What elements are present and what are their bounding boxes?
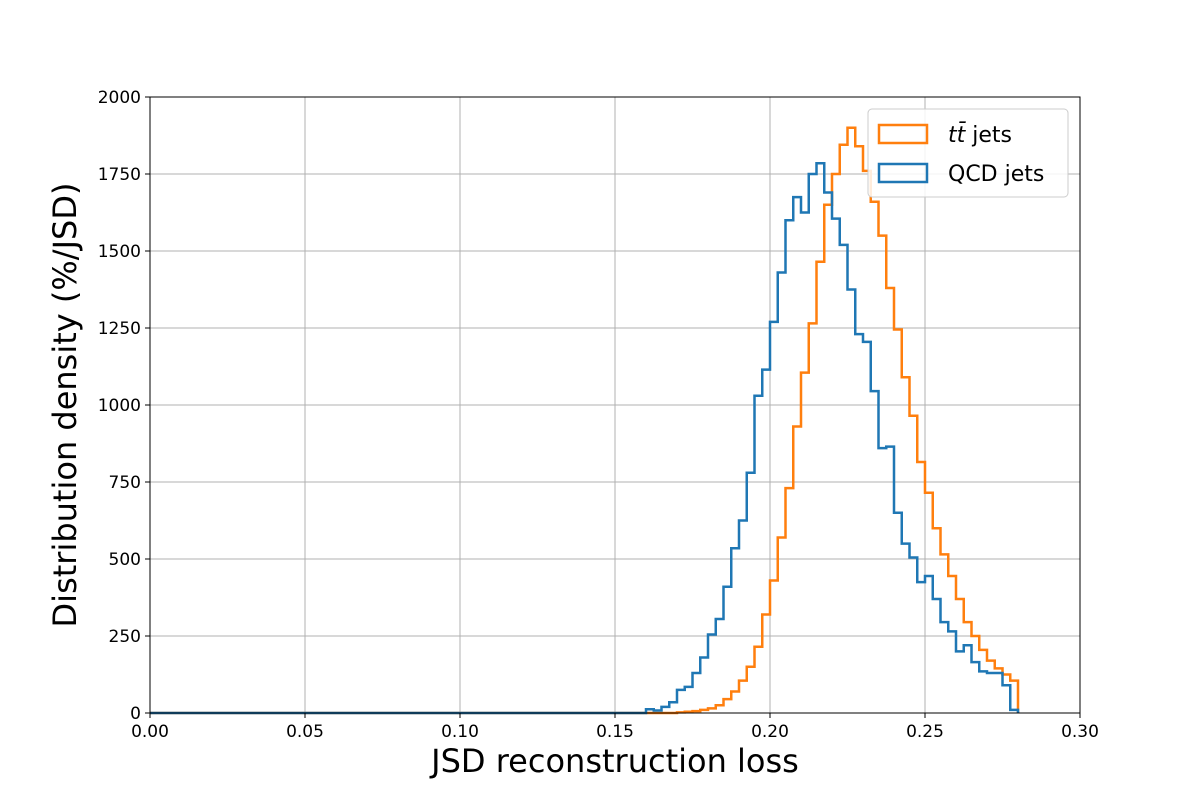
x-tick-label: 0.20 [751,722,789,742]
legend: tt̄ jets QCD jets [867,108,1069,198]
x-axis-label: JSD reconstruction loss [429,742,799,780]
legend-entry-main: tt̄ [948,122,967,148]
series-1-histogram [150,161,1020,715]
legend-box [867,108,1069,198]
grid [149,96,1081,714]
legend-swatch [877,162,929,184]
series-0-histogram [150,126,1020,715]
y-tick-label: 1250 [98,319,141,339]
x-tick-label: 0.00 [131,722,169,742]
x-tick-label: 0.25 [906,722,944,742]
y-tick-label: 750 [109,473,141,493]
y-tick-label: 1750 [98,165,141,185]
legend-entry-suffix: jets [965,123,1012,148]
legend-swatch [877,123,929,145]
y-tick-label: 1000 [98,396,141,416]
legend-entry: QCD jets [948,162,1044,187]
y-tick-label: 1500 [98,242,141,262]
y-tick-label: 2000 [98,88,141,108]
y-tick-label: 0 [130,704,141,724]
x-tick-label: 0.15 [596,722,634,742]
x-tick-label: 0.05 [286,722,324,742]
legend-entry: tt̄ jets [948,122,1012,148]
y-tick-label: 500 [109,550,141,570]
series-layer [150,126,1020,715]
x-tick-label: 0.10 [441,722,479,742]
x-axis-ticks: 0.00 0.05 0.10 0.15 0.20 0.25 0.30 [131,713,1099,742]
y-tick-label: 250 [109,627,141,647]
y-axis-ticks: 0 250 500 750 1000 1250 1500 1750 2000 [98,88,150,724]
x-tick-label: 0.30 [1061,722,1099,742]
y-axis-label: Distribution density (%/JSD) [46,183,84,628]
